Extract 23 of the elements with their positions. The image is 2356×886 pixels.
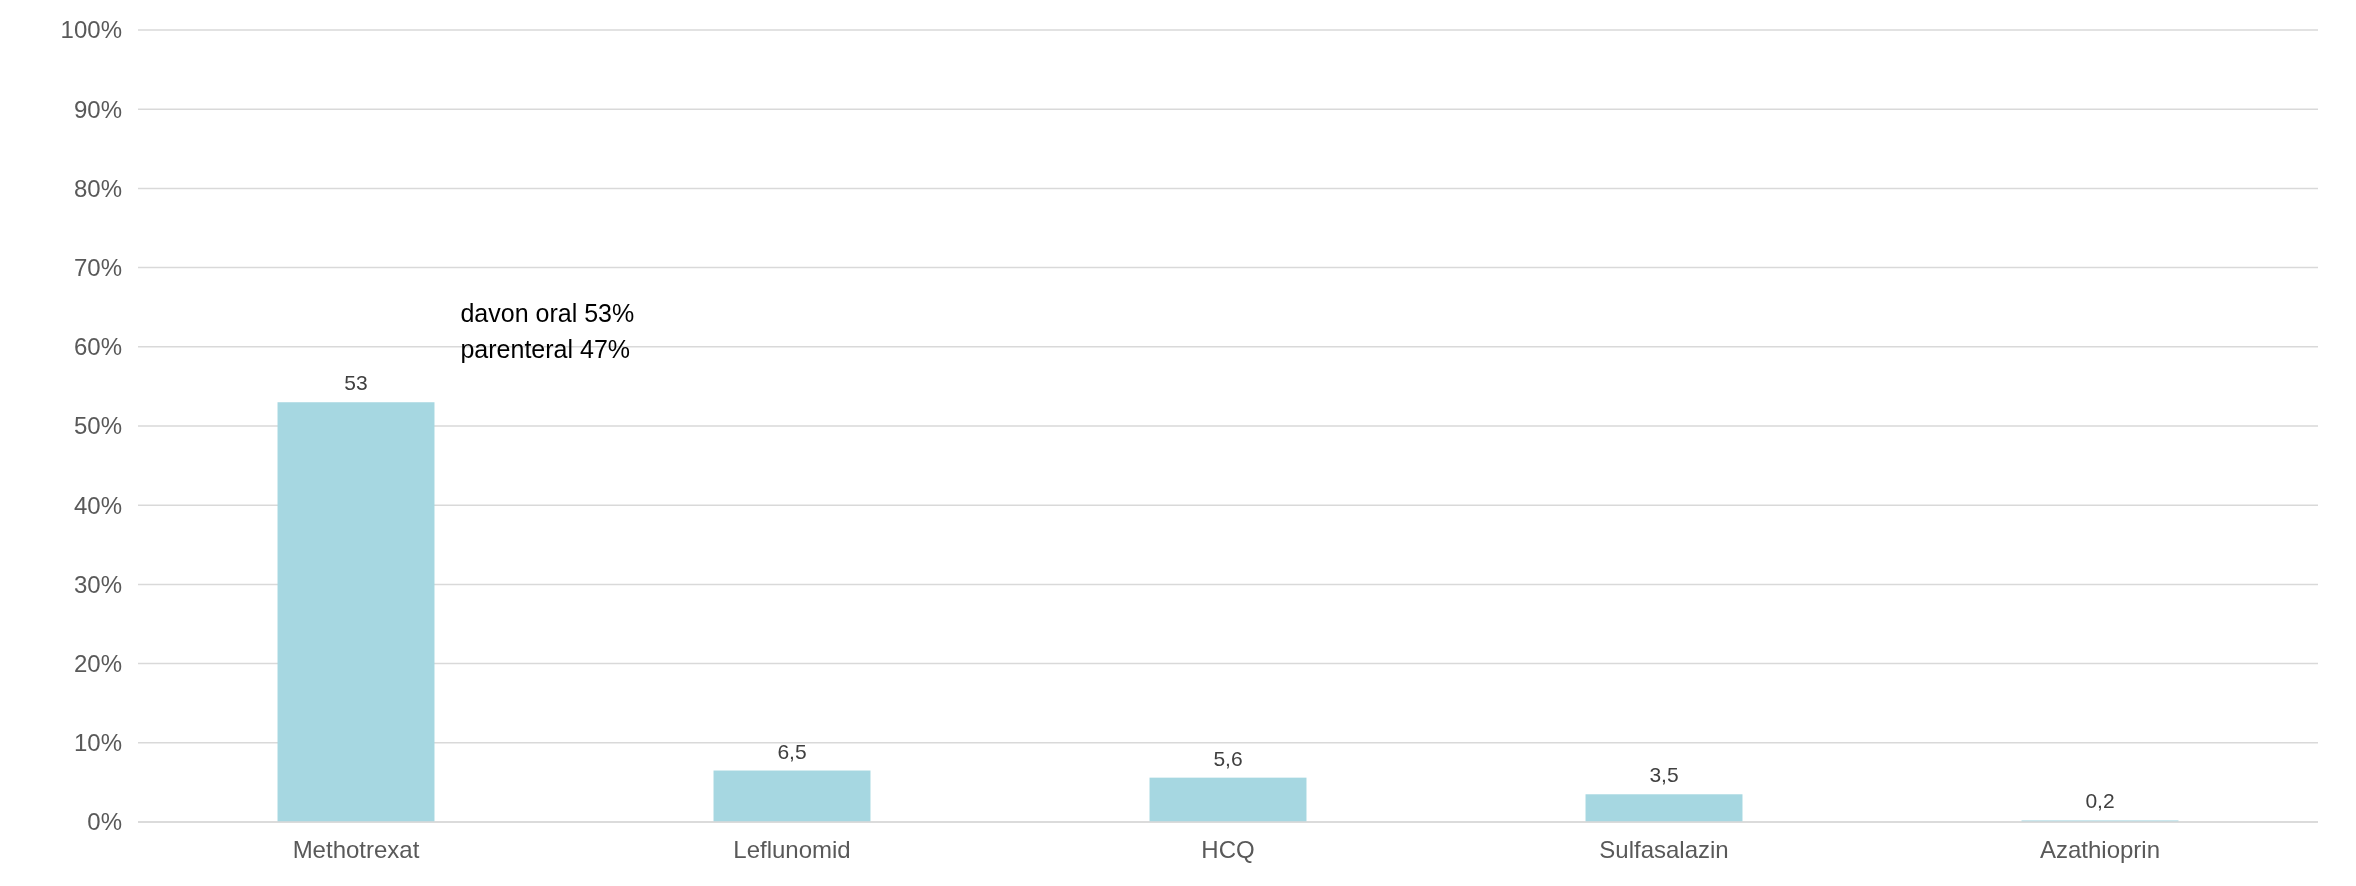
y-tick-label: 50% (73, 412, 122, 440)
data-label: 5,6 (1213, 746, 1243, 770)
x-tick-label: HCQ (1201, 836, 1255, 863)
data-label: 53 (344, 371, 368, 395)
x-tick-label: Azathioprin (2039, 836, 2161, 863)
annotation: davon oral 53% (460, 299, 635, 328)
y-tick-label: 30% (73, 570, 122, 598)
y-tick-label: 20% (73, 650, 122, 677)
y-tick-label: 0% (87, 808, 122, 836)
y-tick-label: 100% (60, 16, 122, 44)
y-tick-label: 40% (73, 491, 122, 519)
y-tick-label: 10% (73, 729, 122, 757)
data-label: 6,5 (777, 739, 807, 763)
data-label: 3,5 (1649, 763, 1679, 787)
data-label: 0,2 (2085, 789, 2115, 813)
y-tick-label: 90% (73, 95, 122, 123)
x-tick-label: Leflunomid (733, 836, 851, 863)
x-tick-label: Sulfasalazin (1599, 836, 1729, 863)
y-tick-label: 60% (73, 333, 122, 361)
x-tick-label: Methotrexat (292, 836, 420, 863)
y-tick-label: 80% (73, 174, 122, 202)
annotation: parenteral 47% (460, 335, 631, 364)
y-tick-label: 70% (73, 254, 122, 281)
